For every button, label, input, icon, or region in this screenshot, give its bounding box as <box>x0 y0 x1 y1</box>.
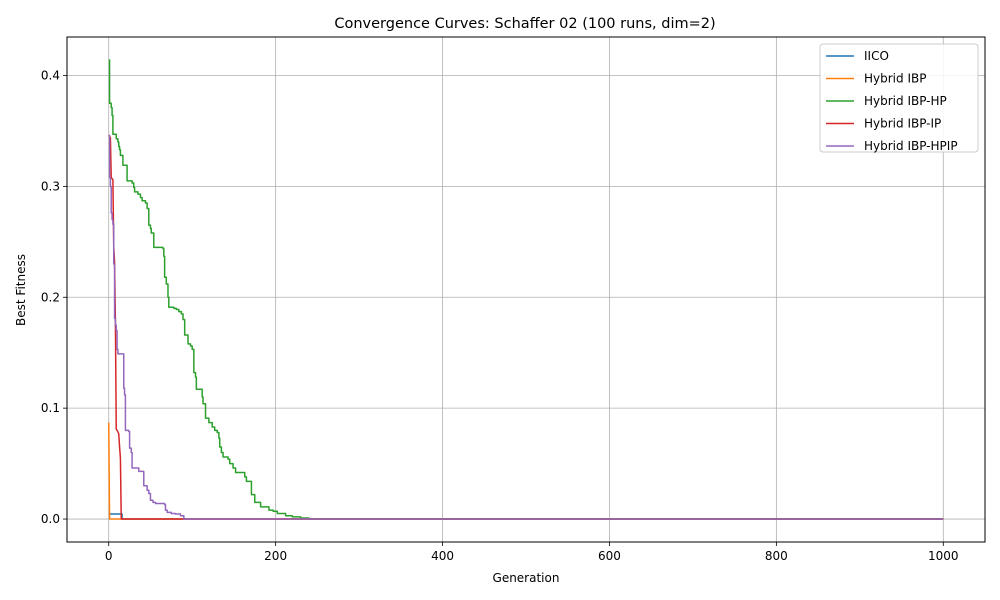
legend-entry: Hybrid IBP-HPIP <box>864 139 958 153</box>
y-tick-label: 0.0 <box>41 512 60 526</box>
series-line-hybrid-ibp-hp <box>108 59 944 520</box>
tick-layer: 0 200 400 600 800 1000 0.0 0.1 0.2 0.3 0.4 <box>41 68 959 563</box>
legend: IICO Hybrid IBP Hybrid IBP-HP Hybrid IBP-IP… <box>819 43 979 153</box>
x-tick-label: 800 <box>765 549 788 563</box>
y-axis-label: Best Fitness <box>14 254 28 326</box>
legend-entry: Hybrid IBP-IP <box>864 117 941 131</box>
y-tick-label: 0.1 <box>41 401 60 415</box>
x-tick-label: 0 <box>105 549 113 563</box>
y-tick-label: 0.4 <box>41 68 60 82</box>
y-tick-label: 0.3 <box>41 179 60 193</box>
y-tick-label: 0.2 <box>41 290 60 304</box>
x-tick-label: 400 <box>431 549 454 563</box>
legend-entry: Hybrid IBP-HP <box>864 94 947 108</box>
series-line-hybrid-ibp <box>107 422 944 520</box>
series-line-hybrid-ibp-hpip <box>108 134 944 520</box>
legend-entry: IICO <box>864 49 889 63</box>
x-axis-label: Generation <box>493 571 560 585</box>
legend-box <box>819 43 979 153</box>
x-tick-label: 200 <box>264 549 287 563</box>
x-tick-label: 1000 <box>928 549 959 563</box>
chart-title: Convergence Curves: Schaffer 02 (100 run… <box>334 16 715 32</box>
series-line-hybrid-ibp-ip <box>108 134 944 520</box>
x-tick-label: 600 <box>598 549 621 563</box>
legend-entry: Hybrid IBP <box>864 72 926 86</box>
plot-frame <box>66 36 986 543</box>
series-layer <box>107 59 944 520</box>
